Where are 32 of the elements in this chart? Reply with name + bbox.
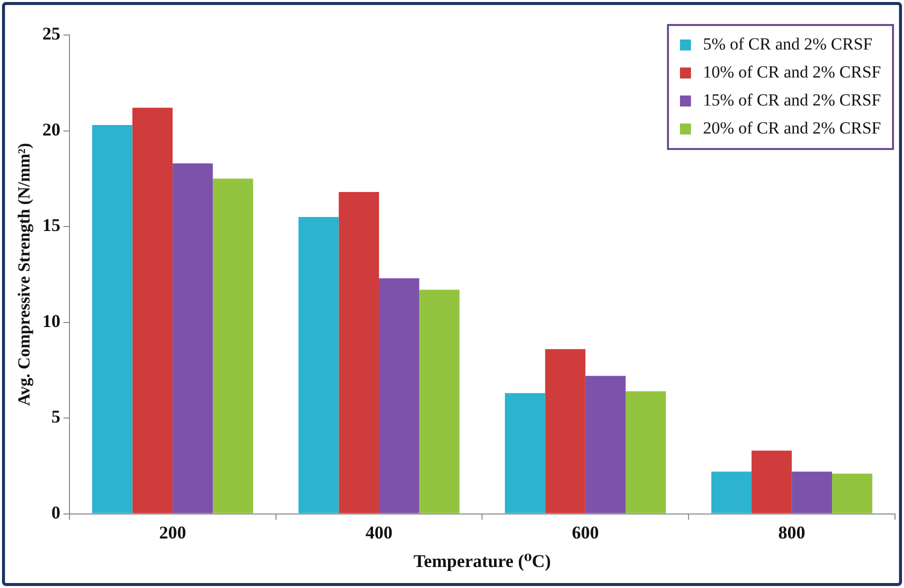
bar — [419, 290, 460, 514]
bar — [298, 216, 339, 514]
y-axis-title: Avg. Compressive Strength (N/mm²) — [14, 142, 34, 406]
y-tick-label: 15 — [42, 215, 60, 236]
legend-label: 10% of CR and 2% CRSF — [702, 62, 882, 82]
bar — [626, 391, 666, 514]
x-tick-label: 600 — [572, 522, 599, 542]
bar — [338, 192, 379, 514]
y-tick-label: 10 — [42, 310, 60, 331]
bar — [504, 393, 546, 514]
bar — [832, 474, 872, 514]
legend-label: 20% of CR and 2% CRSF — [702, 118, 882, 138]
bar — [792, 472, 832, 514]
y-tick-label: 5 — [51, 406, 60, 427]
bar — [585, 376, 626, 514]
bar — [379, 278, 420, 514]
bar — [752, 450, 792, 514]
x-tick-label: 800 — [778, 522, 806, 542]
bar — [212, 178, 254, 514]
y-tick-label: 20 — [42, 119, 60, 140]
x-axis-title: Temperature (⁰C) — [414, 550, 551, 571]
bar — [711, 472, 752, 514]
legend-label: 5% of CR and 2% CRSF — [702, 34, 873, 54]
bar — [92, 125, 132, 514]
y-tick-label: 0 — [51, 502, 60, 522]
bar — [172, 163, 213, 514]
x-tick-label: 200 — [159, 522, 186, 542]
bar — [545, 349, 586, 514]
bar — [132, 108, 173, 514]
y-tick-label: 25 — [42, 24, 60, 44]
x-tick-label: 400 — [366, 522, 392, 542]
legend-label: 15% of CR and 2% CRSF — [702, 90, 882, 110]
